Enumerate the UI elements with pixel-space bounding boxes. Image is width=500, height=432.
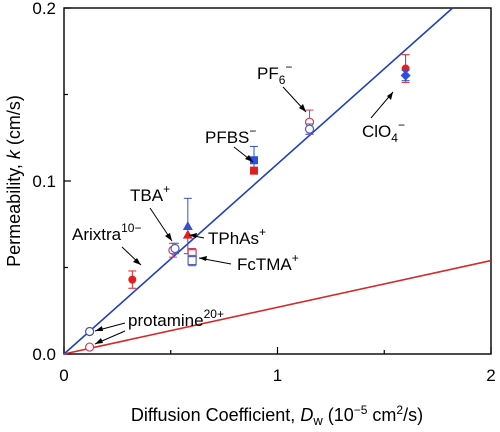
label-tphas: TPhAs+ [208, 225, 266, 248]
data-point-10 [250, 166, 259, 175]
data-point-4 [170, 242, 180, 255]
label-arixtra: Arixtra10− [72, 221, 141, 244]
label-protamine: protamine20+ [128, 307, 224, 330]
data-point-0 [85, 342, 95, 352]
y-tick-label-0: 0.0 [32, 345, 56, 364]
y-tick-label-1: 0.1 [32, 172, 56, 191]
data-point-14 [400, 69, 411, 82]
fit-lines [63, 7, 492, 355]
label-tba: TBA+ [130, 182, 170, 205]
y-axis: 0.0 0.1 0.2 [32, 0, 71, 364]
x-axis: 0 1 2 [59, 347, 496, 385]
data-point-12 [304, 123, 315, 135]
fit-line-0 [63, 7, 454, 355]
data-point-1 [85, 326, 95, 337]
annotation-arrows [94, 86, 394, 345]
plot-frame [63, 7, 492, 355]
data-point-2 [128, 270, 137, 289]
x-tick-label-1: 1 [273, 366, 282, 385]
x-axis-title: Diffusion Coefficient, Dw (10−5 cm2/s) [131, 403, 423, 428]
x-tick-label-0: 0 [59, 366, 68, 385]
data-point-5 [182, 197, 193, 255]
y-tick-label-2: 0.2 [32, 0, 56, 18]
x-tick-label-2: 2 [486, 366, 495, 385]
data-point-6 [182, 229, 193, 239]
label-pf6: PF6− [257, 60, 292, 87]
label-pfbs: PFBS− [205, 124, 256, 147]
y-axis-title: Permeability, k (cm/s) [4, 95, 24, 267]
annotation-labels: PF6− PFBS− ClO4− TBA+ Arixtra10− TPhAs+ … [72, 60, 405, 330]
fit-line-1 [63, 259, 492, 355]
data-point-8 [187, 254, 197, 267]
label-fctma: FcTMA+ [237, 251, 299, 274]
label-clo4: ClO4− [362, 118, 405, 145]
data-points [85, 54, 411, 352]
